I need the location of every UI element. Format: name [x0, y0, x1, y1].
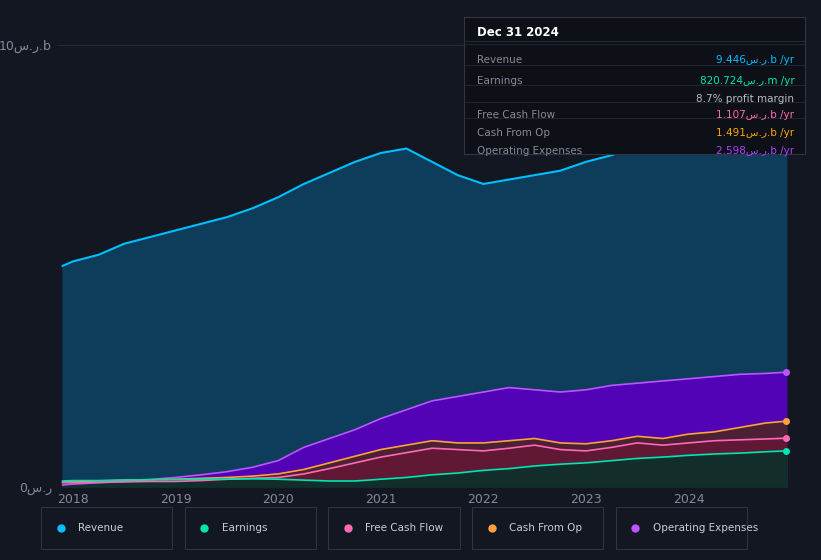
Text: Cash From Op: Cash From Op	[509, 523, 582, 533]
Text: Operating Expenses: Operating Expenses	[653, 523, 758, 533]
Text: Revenue: Revenue	[78, 523, 123, 533]
Text: Free Cash Flow: Free Cash Flow	[365, 523, 443, 533]
Text: 2.598س.ر.b /yr: 2.598س.ر.b /yr	[716, 146, 795, 156]
Text: Free Cash Flow: Free Cash Flow	[478, 110, 556, 120]
Text: 1.491س.ر.b /yr: 1.491س.ر.b /yr	[716, 128, 795, 138]
Text: 9.446س.ر.b /yr: 9.446س.ر.b /yr	[716, 55, 795, 65]
Text: 8.7% profit margin: 8.7% profit margin	[696, 94, 795, 104]
Text: Cash From Op: Cash From Op	[478, 128, 551, 138]
Text: 1.107س.ر.b /yr: 1.107س.ر.b /yr	[717, 110, 795, 120]
Text: Operating Expenses: Operating Expenses	[478, 146, 583, 156]
Text: Dec 31 2024: Dec 31 2024	[478, 26, 559, 39]
Text: Earnings: Earnings	[478, 76, 523, 86]
Text: 820.724س.ر.m /yr: 820.724س.ر.m /yr	[699, 76, 795, 86]
Text: Earnings: Earnings	[222, 523, 267, 533]
Text: Revenue: Revenue	[478, 55, 523, 65]
